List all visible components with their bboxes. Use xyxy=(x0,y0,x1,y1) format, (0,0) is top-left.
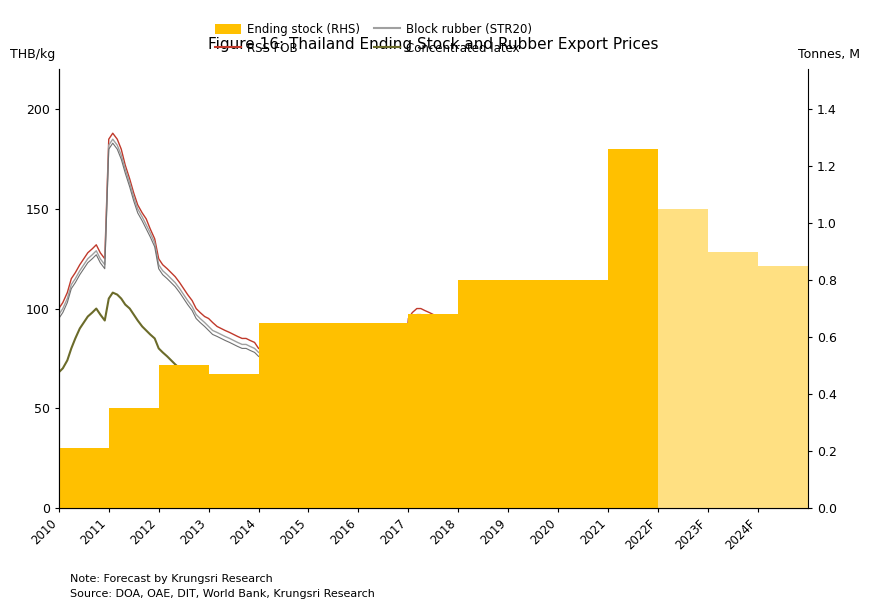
Text: Source: DOA, OAE, DIT, World Bank, Krungsri Research: Source: DOA, OAE, DIT, World Bank, Krung… xyxy=(70,589,374,599)
Text: Note: Forecast by Krungsri Research: Note: Forecast by Krungsri Research xyxy=(70,574,272,584)
Text: Tonnes, M: Tonnes, M xyxy=(798,48,859,61)
Legend: Ending stock (RHS), RSS FOB, Block rubber (STR20), Concentrated latex: Ending stock (RHS), RSS FOB, Block rubbe… xyxy=(210,18,536,60)
Title: Figure 16: Thailand Ending Stock and Rubber Export Prices: Figure 16: Thailand Ending Stock and Rub… xyxy=(208,37,658,52)
Text: THB/kg: THB/kg xyxy=(10,48,56,61)
